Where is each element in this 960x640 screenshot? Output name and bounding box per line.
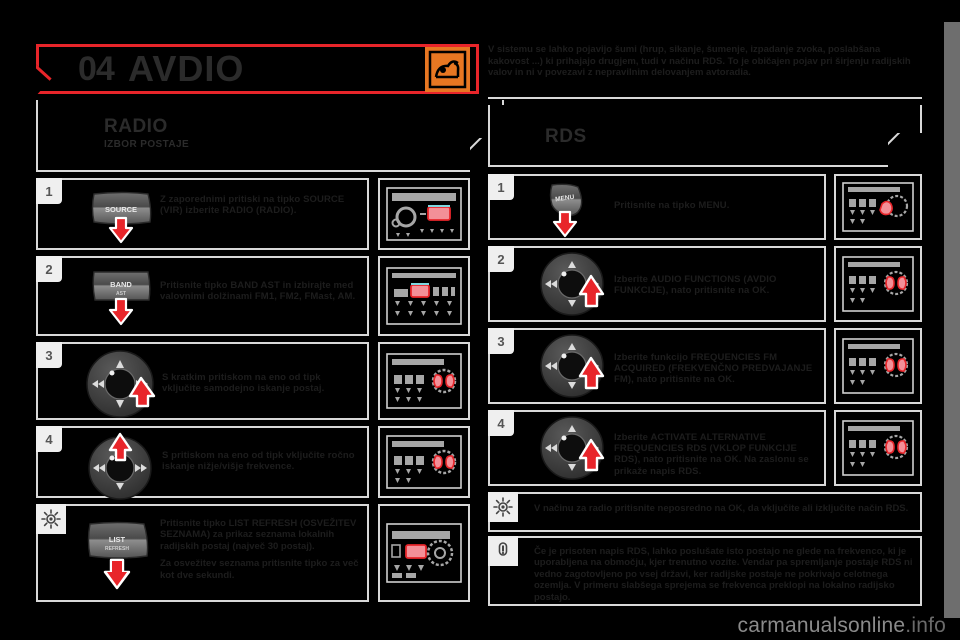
step-number-badge: 2 [488,246,514,272]
svg-text:REFRESH: REFRESH [105,546,129,552]
band-ast-button[interactable]: BAND AST [86,268,158,335]
watermark: carmanualsonline.info [738,614,947,638]
watermark-name: carmanualsonline [737,614,906,637]
left-step-4: 4 S pritiskom na eno od tipk vključite r… [36,426,369,500]
navigation-rocker-pad[interactable] [526,332,622,411]
right-step-4-text: Izberite ACTIVATE ALTERNATIVE FREQUENCIE… [614,432,809,477]
left-step-3-thumbnail [378,342,470,420]
svg-text:MENU: MENU [555,194,575,204]
list-refresh-button[interactable]: LIST REFRESH [82,520,158,599]
right-step-2-text: Izberite AUDIO FUNCTIONS (AVDIO FUNKCIJE… [614,274,777,297]
right-section-heading: RDS [545,126,587,148]
warning-exclamation-icon [488,536,518,566]
left-step-1: 1 SOURCE Z zaporednimi pritiski na tipko… [36,178,369,250]
left-section-subtitle: IZBOR POSTAJE [104,139,190,150]
hint-sun-icon [36,504,66,534]
right-step-3: 3 Izberite funkcijo FREQUENCIES FM ACQUI… [488,328,826,404]
right-section-frame [488,105,922,167]
right-hint-note: V načinu za radio pritisnite neposredno … [488,492,922,532]
svg-text:BAND: BAND [110,280,132,289]
chapter-header-frame [36,44,479,94]
source-button[interactable]: SOURCE [86,190,158,253]
step-number-badge: 3 [488,328,514,354]
watermark-tld: .info [905,614,946,637]
left-step-3-text: S kratkim pritiskom na eno od tipk vklju… [162,372,325,395]
right-hint-text: V načinu za radio pritisnite neposredno … [534,503,909,514]
left-step-2-thumbnail [378,256,470,336]
right-step-4: 4 Izberite ACTIVATE ALTERNATIVE FREQUENC… [488,410,826,486]
audio-speaker-icon [425,47,470,92]
right-step-1-text: Pritisnite na tipko MENU. [614,200,730,211]
chapter-header-notch [36,44,70,94]
left-section-title: RADIO [104,116,168,137]
left-section-frame [36,100,504,172]
step-number-badge: 4 [488,410,514,436]
right-step-3-text: Izberite funkcijo FREQUENCIES FM ACQUIRE… [614,352,813,386]
left-step-1-text: Z zaporednimi pritiski na tipko SOURCE (… [160,194,345,217]
left-step-2: 2 BAND AST Pritisnite tipko BAND AST in … [36,256,369,336]
right-step-4-thumbnail [834,410,922,486]
step-number-badge: 4 [36,426,62,452]
navigation-rocker-pad[interactable] [526,250,622,329]
left-section-heading: RADIO IZBOR POSTAJE [104,116,189,150]
left-hint-text: Pritisnite tipko LIST REFRESH (OSVEŽITEV… [160,518,359,581]
right-warning-note: Če je prisoten napis RDS, lahko poslušat… [488,536,922,606]
right-step-2-thumbnail [834,246,922,322]
navigation-rocker-pad[interactable] [76,430,172,505]
left-step-2-text: Pritisnite tipko BAND AST in izbirajte m… [160,280,356,303]
navigation-rocker-pad[interactable] [76,348,172,427]
left-hint-thumbnail [378,504,470,602]
right-step-2: 2 Izberite AUDIO FUNCTIONS (AVDIO FUNKCI… [488,246,826,322]
menu-button[interactable]: MENU [536,182,600,247]
right-step-3-thumbnail [834,328,922,404]
intro-divider [488,97,922,99]
left-step-3: 3 S kratk [36,342,369,420]
step-number-badge: 2 [36,256,62,282]
left-hint-note: LIST REFRESH Pritisnite tipko LIST REFRE… [36,504,369,602]
right-warning-text: Če je prisoten napis RDS, lahko poslušat… [534,546,913,603]
right-step-1: 1 MENU Pritisnite na tipko MENU. [488,174,826,240]
step-number-badge: 3 [36,342,62,368]
step-number-badge: 1 [36,178,62,204]
chapter-number: 04 [78,50,115,88]
left-step-4-thumbnail [378,426,470,498]
page-edge-bar [944,22,960,618]
svg-text:SOURCE: SOURCE [105,205,137,214]
page-title: AVDIO [128,48,245,89]
right-intro-text: V sistemu se lahko pojavijo šumi (hrup, … [488,44,911,79]
right-step-1-thumbnail [834,174,922,240]
hint-sun-icon [488,492,518,522]
svg-text:LIST: LIST [109,535,126,544]
svg-text:AST: AST [116,291,126,297]
right-section-title: RDS [545,126,587,147]
navigation-rocker-pad[interactable] [526,414,622,493]
left-step-4-text: S pritiskom na eno od tipk vključite roč… [162,450,355,473]
step-number-badge: 1 [488,174,514,200]
left-step-1-thumbnail [378,178,470,250]
